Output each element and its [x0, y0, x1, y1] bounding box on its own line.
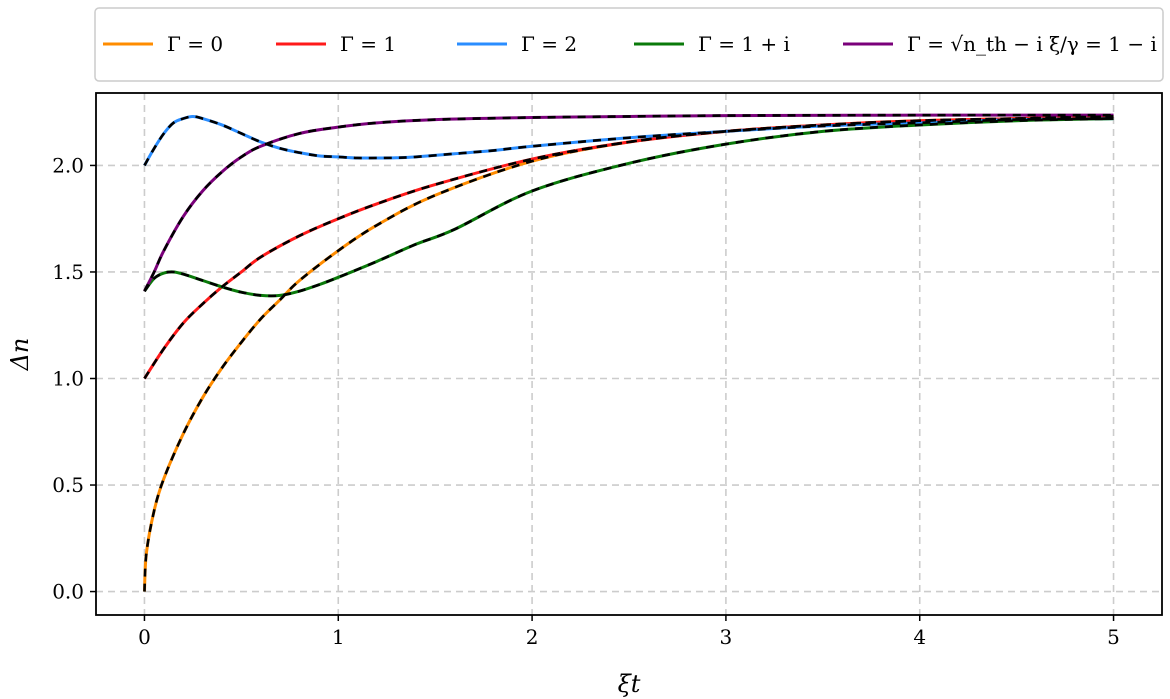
x-tick-label: 3: [720, 625, 733, 649]
legend: Γ = 0 Γ = 1 Γ = 2 Γ = 1 + i Γ = √n_th − i ξ/…: [94, 7, 1164, 82]
legend-frame: [94, 7, 1164, 82]
series-dashed-overlay-1: [143, 115, 1114, 380]
x-axis-label: ξt: [618, 670, 641, 698]
legend-label: Γ = 0: [167, 32, 223, 56]
legend-item-2: Γ = 2: [457, 32, 577, 56]
legend-item-4: Γ = √n_th − i ξ/γ = 1 − i: [843, 32, 1157, 56]
y-tick-label: 0.0: [52, 580, 84, 604]
plot-area: 0 1 2 3 4 5 0.0 0.5 1.0 1.5 2.0: [52, 92, 1163, 649]
dashed-overlay-layer: [143, 113, 1114, 592]
legend-label: Γ = 1: [340, 32, 396, 56]
x-tick-label: 0: [138, 625, 151, 649]
legend-label: Γ = √n_th − i ξ/γ = 1 − i: [907, 32, 1157, 56]
x-tick-label: 5: [1107, 625, 1120, 649]
x-tick-label: 2: [526, 625, 539, 649]
x-tick-label: 4: [913, 625, 926, 649]
series-dashed-overlay-0: [143, 115, 1114, 592]
series-dashed-overlay-3: [143, 117, 1114, 298]
y-tick-label: 1.5: [52, 260, 84, 284]
legend-label: Γ = 2: [521, 32, 577, 56]
grid: [96, 93, 1162, 615]
legend-item-1: Γ = 1: [276, 32, 396, 56]
series-dashed-overlay-2: [143, 115, 1114, 167]
y-tick-label: 1.0: [52, 367, 84, 391]
ticks: 0 1 2 3 4 5 0.0 0.5 1.0 1.5 2.0: [52, 153, 1120, 649]
legend-label: Γ = 1 + i: [698, 32, 790, 56]
legend-item-0: Γ = 0: [103, 32, 223, 56]
series-line-3: [143, 117, 1114, 298]
y-tick-label: 2.0: [52, 153, 84, 177]
y-axis-label: Δn: [6, 338, 34, 372]
series-line-0: [142, 114, 1114, 592]
x-tick-label: 1: [332, 625, 345, 649]
series-dashed-overlay-4: [143, 113, 1114, 292]
y-tick-label: 0.5: [52, 473, 84, 497]
plot-frame: [95, 92, 1163, 616]
series-layer: [142, 113, 1114, 592]
series-line-1: [143, 114, 1114, 380]
legend-item-3: Γ = 1 + i: [634, 32, 790, 56]
